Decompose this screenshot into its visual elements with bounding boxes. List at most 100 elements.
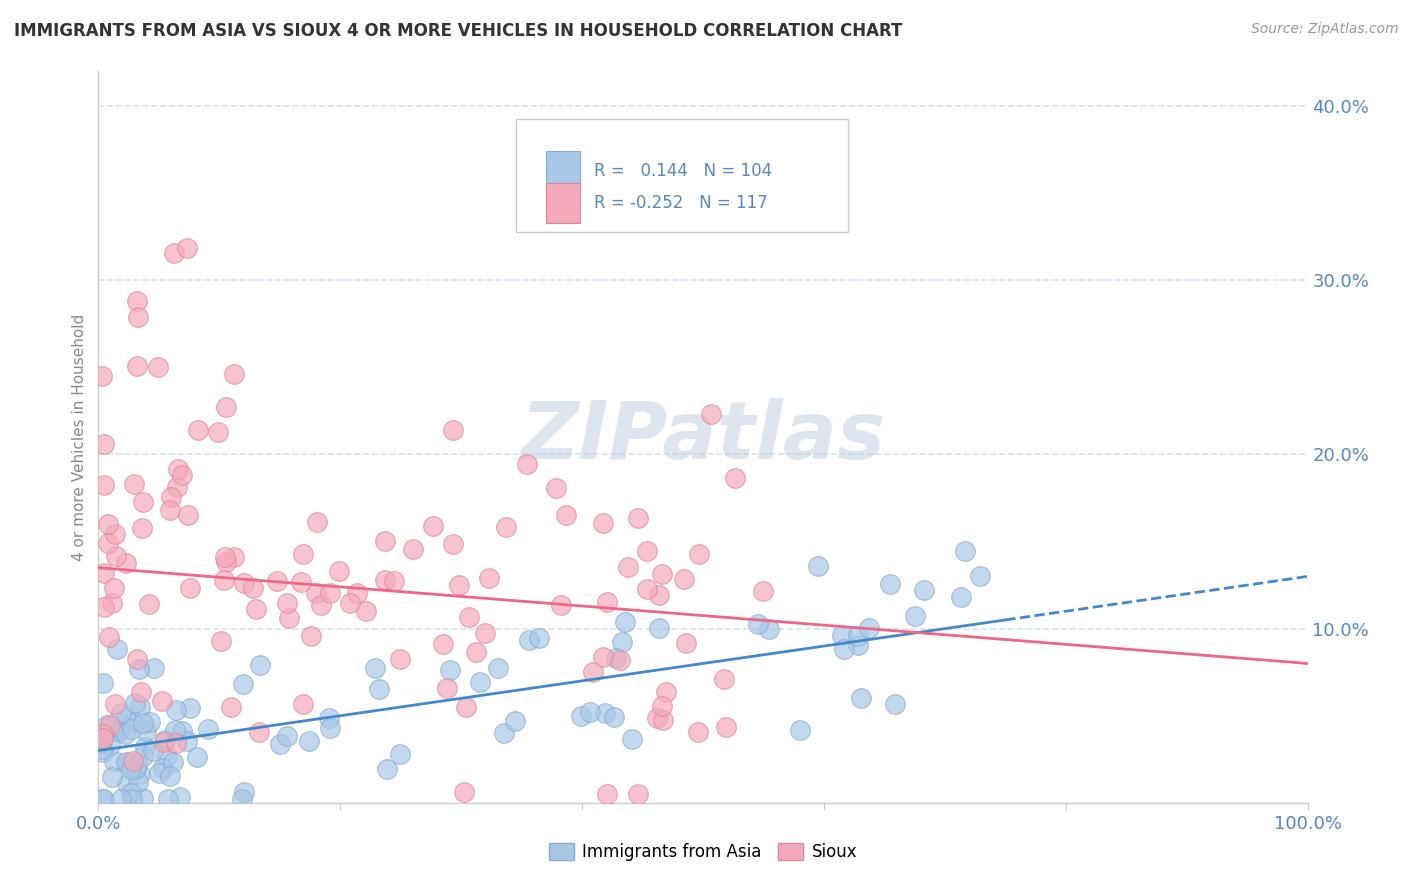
Point: [299, 629, 322, 643]
Point: [110, 792, 132, 806]
Point: [176, 242, 198, 256]
Point: [318, 711, 340, 725]
Legend: Immigrants from Asia, Sioux: Immigrants from Asia, Sioux: [543, 836, 863, 868]
Point: [93, 600, 115, 615]
Point: [207, 425, 229, 439]
Point: [616, 559, 638, 574]
Point: [486, 660, 509, 674]
FancyBboxPatch shape: [546, 151, 579, 191]
Point: [849, 691, 872, 706]
Point: [101, 596, 124, 610]
Point: [846, 638, 869, 652]
Point: [167, 462, 190, 476]
Point: [550, 598, 572, 612]
Point: [172, 468, 194, 483]
FancyBboxPatch shape: [546, 183, 579, 223]
Point: [179, 581, 201, 595]
Point: [214, 573, 236, 587]
Point: [103, 754, 125, 768]
Point: [388, 652, 411, 666]
Point: [439, 663, 461, 677]
Point: [627, 787, 650, 801]
Point: [621, 731, 644, 746]
Point: [652, 714, 675, 728]
Point: [91, 742, 114, 756]
Point: [172, 723, 194, 738]
Point: [950, 591, 973, 605]
Point: [219, 700, 242, 714]
Point: [364, 661, 387, 675]
Point: [215, 555, 238, 569]
Point: [156, 792, 179, 806]
Point: [374, 573, 396, 587]
Point: [645, 711, 668, 725]
Point: [179, 701, 201, 715]
Point: [100, 738, 122, 752]
Point: [368, 682, 391, 697]
Point: [105, 642, 128, 657]
Point: [609, 653, 631, 667]
Point: [713, 672, 735, 686]
Point: [516, 458, 538, 472]
Point: [846, 629, 869, 643]
Point: [675, 636, 697, 650]
Point: [904, 609, 927, 624]
Point: [163, 246, 186, 260]
Point: [214, 549, 236, 564]
Point: [129, 699, 152, 714]
Point: [298, 734, 321, 748]
Text: Source: ZipAtlas.com: Source: ZipAtlas.com: [1251, 22, 1399, 37]
Point: [375, 762, 398, 776]
Point: [129, 767, 152, 781]
Point: [159, 769, 181, 783]
Point: [613, 615, 636, 629]
Point: [120, 762, 142, 776]
Point: [146, 360, 169, 375]
Point: [912, 582, 935, 597]
Point: [831, 628, 853, 642]
Point: [121, 792, 143, 806]
Point: [249, 658, 271, 673]
Point: [233, 575, 256, 590]
Point: [93, 566, 115, 581]
Point: [132, 495, 155, 509]
Point: [422, 519, 444, 533]
Point: [955, 544, 977, 558]
Point: [104, 549, 127, 563]
Point: [290, 575, 312, 590]
Point: [592, 516, 614, 530]
Point: [700, 408, 723, 422]
Point: [132, 790, 155, 805]
Point: [969, 569, 991, 583]
Point: [127, 774, 149, 789]
Point: [115, 712, 138, 726]
Point: [150, 693, 173, 707]
Point: [125, 293, 148, 308]
Point: [93, 478, 115, 492]
Point: [605, 651, 627, 665]
Point: [186, 750, 208, 764]
Point: [91, 368, 114, 383]
Point: [339, 596, 361, 610]
Point: [636, 582, 658, 596]
Point: [478, 571, 501, 585]
Point: [470, 675, 492, 690]
Point: [636, 544, 658, 558]
Point: [124, 763, 146, 777]
Point: [247, 725, 270, 739]
Point: [115, 756, 138, 771]
Point: [686, 725, 709, 739]
Point: [91, 727, 114, 741]
Point: [169, 789, 191, 804]
Point: [627, 510, 650, 524]
Point: [752, 584, 775, 599]
Point: [612, 635, 634, 649]
Point: [197, 722, 219, 736]
Point: [436, 681, 458, 696]
Point: [648, 588, 671, 602]
Point: [648, 621, 671, 635]
Point: [592, 650, 614, 665]
Point: [98, 630, 121, 644]
Point: [162, 755, 184, 769]
Point: [93, 792, 115, 806]
